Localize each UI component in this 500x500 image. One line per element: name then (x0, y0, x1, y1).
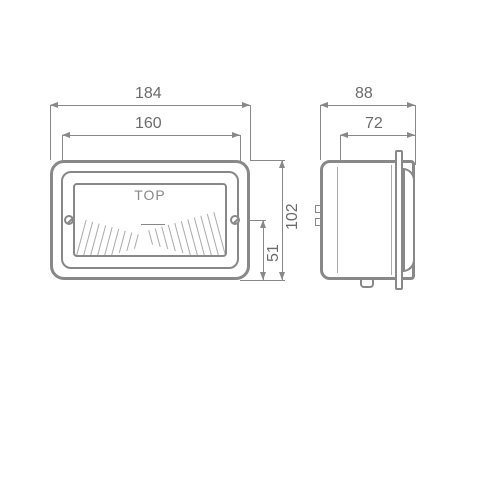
ext-line (250, 160, 285, 161)
dim-88: 88 (355, 85, 373, 103)
dim-184: 184 (135, 85, 162, 103)
lens-hatch-right (145, 209, 225, 257)
dim-line-51 (263, 220, 264, 280)
arrow (232, 132, 240, 138)
screw-right (230, 215, 240, 225)
dim-160: 160 (135, 115, 162, 133)
dim-line-88 (320, 105, 415, 106)
lens-hatch-left (75, 217, 145, 257)
screw-left (64, 215, 74, 225)
top-label: TOP (134, 187, 166, 203)
dim-51: 51 (265, 244, 283, 262)
arrow (260, 220, 266, 228)
side-inner-line (337, 167, 338, 273)
side-view-flange (395, 150, 403, 290)
dim-72: 72 (365, 115, 383, 133)
arrow (320, 102, 328, 108)
side-mount-tab (360, 278, 374, 288)
front-view-lens: TOP (73, 183, 227, 257)
arrow (50, 102, 58, 108)
lens-center-line (141, 224, 165, 225)
side-inner-line2 (391, 165, 392, 275)
ext-line (240, 280, 285, 281)
arrow (62, 132, 70, 138)
arrow (407, 132, 415, 138)
dim-102: 102 (284, 203, 302, 230)
arrow (279, 160, 285, 168)
dim-line-184 (50, 105, 250, 106)
side-connector-pin (315, 218, 321, 226)
arrow (242, 102, 250, 108)
ext-line (250, 105, 251, 160)
technical-drawing: 184 160 88 72 102 51 TOP (0, 0, 500, 500)
arrow (340, 132, 348, 138)
side-connector-pin (315, 205, 321, 213)
side-view-lens (403, 168, 415, 272)
dim-line-102 (282, 160, 283, 280)
front-view-housing: TOP (50, 160, 250, 280)
dim-line-160 (62, 135, 240, 136)
dim-line-72 (340, 135, 415, 136)
arrow (407, 102, 415, 108)
ext-line (320, 105, 321, 160)
ext-line (415, 105, 416, 165)
ext-line (50, 105, 51, 160)
arrow (260, 272, 266, 280)
arrow (279, 272, 285, 280)
